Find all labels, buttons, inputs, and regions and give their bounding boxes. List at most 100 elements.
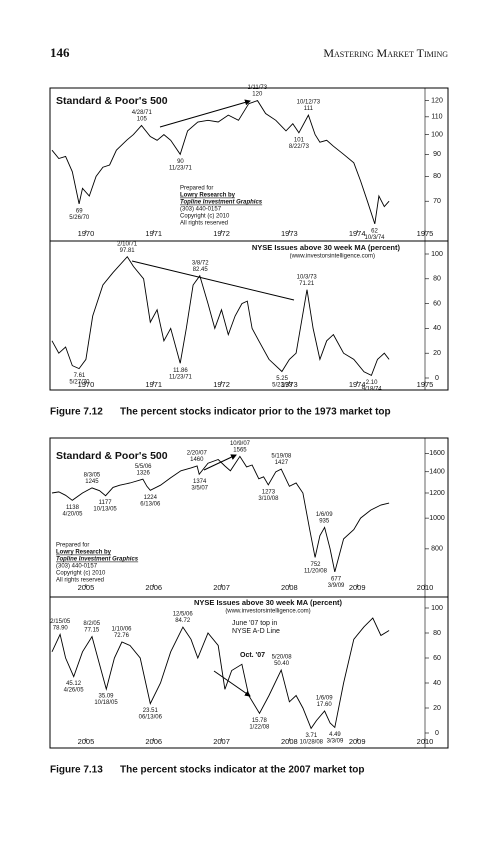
annotation-date: 10/3/73 [297, 274, 318, 280]
panel-title: Standard & Poor's 500 [56, 95, 168, 107]
annotation-value: 11.86 [173, 368, 188, 374]
annotation-value: 101 [294, 137, 305, 143]
y-tick-label: 110 [431, 114, 442, 121]
annotation-date: 1/11/73 [248, 85, 268, 91]
annotation-date: 5/19/08 [271, 454, 292, 460]
y-tick-label: 120 [431, 97, 443, 104]
figure-frame [49, 437, 449, 749]
annotation-value: 935 [319, 518, 330, 524]
annotation-date: 11/23/71 [169, 165, 193, 171]
panel-subtitle: (www.investorsintelligence.com) [290, 254, 375, 260]
chart-note: NYSE A-D Line [232, 628, 280, 635]
x-tick-label: 2009 [349, 737, 366, 746]
y-tick-label: 80 [433, 630, 441, 637]
panel-title: NYSE Issues above 30 week MA (percent) [194, 598, 343, 607]
credit-line: All rights reserved [180, 221, 228, 227]
chart-note: June '07 top in [232, 620, 277, 627]
annotation-value: 1326 [136, 470, 150, 476]
annotation-date: 11/20/08 [304, 568, 328, 574]
annotation-value: 5.25 [276, 376, 288, 382]
credit-line: Lowry Research by [56, 550, 112, 556]
x-tick-label: 2009 [349, 583, 366, 592]
annotation-date: 2/10/71 [117, 241, 138, 247]
annotation-value: 1245 [85, 479, 99, 485]
annotation-value: 1565 [233, 447, 247, 453]
credit-line: Lowry Research by [180, 193, 236, 199]
x-tick-label: 1970 [78, 380, 95, 389]
annotation-value: 72.76 [114, 633, 130, 639]
annotation-value: 90 [177, 159, 184, 165]
data-line [51, 455, 390, 573]
trend-arrow [213, 670, 251, 697]
annotation-value: 15.78 [252, 718, 268, 724]
x-tick-label: 2010 [417, 583, 434, 592]
y-tick-label: 80 [433, 276, 441, 283]
y-tick-label: 1000 [429, 515, 445, 522]
y-tick-label: 40 [433, 325, 441, 332]
x-tick-label: 1971 [145, 380, 162, 389]
annotation-date: 1/6/09 [316, 696, 333, 702]
annotation-date: 5/26/70 [69, 215, 90, 221]
annotation-value: 1374 [193, 479, 207, 485]
chart-note: Oct. '07 [240, 652, 265, 659]
annotation-date: 10/9/07 [230, 441, 251, 447]
annotation-value: 1460 [190, 457, 204, 463]
annotation-value: 105 [137, 117, 148, 123]
annotation-date: 2/15/05 [50, 619, 71, 625]
panel-title: Standard & Poor's 500 [56, 450, 168, 462]
annotation-value: 69 [76, 208, 83, 214]
annotation-date: 3/9/09 [328, 583, 345, 589]
annotation-date: 8/3/05 [84, 473, 101, 479]
trend-arrow [159, 99, 251, 128]
data-line [51, 617, 390, 730]
y-tick-label: 1400 [429, 469, 445, 476]
x-tick-label: 1970 [78, 229, 95, 238]
annotation-date: 10/3/74 [364, 235, 385, 241]
annotation-date: 4/28/71 [132, 110, 153, 116]
x-tick-label: 1975 [417, 380, 434, 389]
x-tick-label: 2006 [145, 737, 162, 746]
annotation-date: 10/13/05 [93, 507, 117, 513]
annotation-value: 1273 [262, 489, 276, 495]
annotation-value: 50.40 [274, 661, 290, 667]
annotation-date: 2/20/07 [187, 451, 208, 457]
credit-line: (303) 440-0157 [180, 207, 222, 213]
y-tick-label: 60 [433, 300, 441, 307]
annotation-value: 111 [304, 106, 314, 112]
annotation-date: 3/10/08 [258, 496, 279, 502]
x-tick-label: 2005 [78, 583, 95, 592]
annotation-value: 1138 [66, 505, 80, 511]
figure-label: Figure 7.13 [50, 765, 103, 776]
annotation-value: 120 [252, 92, 263, 98]
y-tick-label: 1600 [429, 450, 445, 457]
x-tick-label: 2006 [145, 583, 162, 592]
y-tick-label: 100 [431, 251, 443, 258]
annotation-date: 1/10/06 [111, 627, 132, 633]
annotation-value: 45.12 [66, 681, 82, 687]
annotation-date: 3/8/72 [192, 260, 209, 266]
annotation-value: 77.15 [84, 628, 100, 634]
annotation-date: 9/18/74 [362, 386, 383, 392]
annotation-date: 5/23/73 [272, 383, 293, 389]
x-tick-label: 1975 [417, 229, 434, 238]
annotation-date: 8/22/73 [289, 144, 310, 150]
annotation-value: 1224 [144, 495, 158, 501]
page-number: 146 [50, 45, 70, 60]
annotation-value: 3.71 [305, 733, 317, 739]
figure-frame [49, 87, 449, 391]
x-tick-label: 2007 [213, 737, 230, 746]
annotation-date: 11/23/71 [169, 374, 193, 380]
credit-line: Copyright (c) 2010 [180, 214, 230, 220]
annotation-value: 4.49 [329, 732, 341, 738]
annotation-value: 17.60 [317, 702, 333, 708]
y-tick-label: 20 [433, 705, 441, 712]
x-tick-label: 2008 [281, 737, 298, 746]
figure-caption: The percent stocks indicator prior to th… [120, 407, 391, 418]
annotation-value: 2.10 [366, 380, 378, 386]
annotation-date: 10/18/05 [94, 700, 118, 706]
data-line [51, 100, 390, 225]
credit-line: Prepared for [56, 543, 89, 549]
annotation-value: 78.90 [53, 625, 69, 631]
x-tick-label: 1974 [349, 229, 366, 238]
running-title: Mastering Market Timing [323, 46, 448, 60]
